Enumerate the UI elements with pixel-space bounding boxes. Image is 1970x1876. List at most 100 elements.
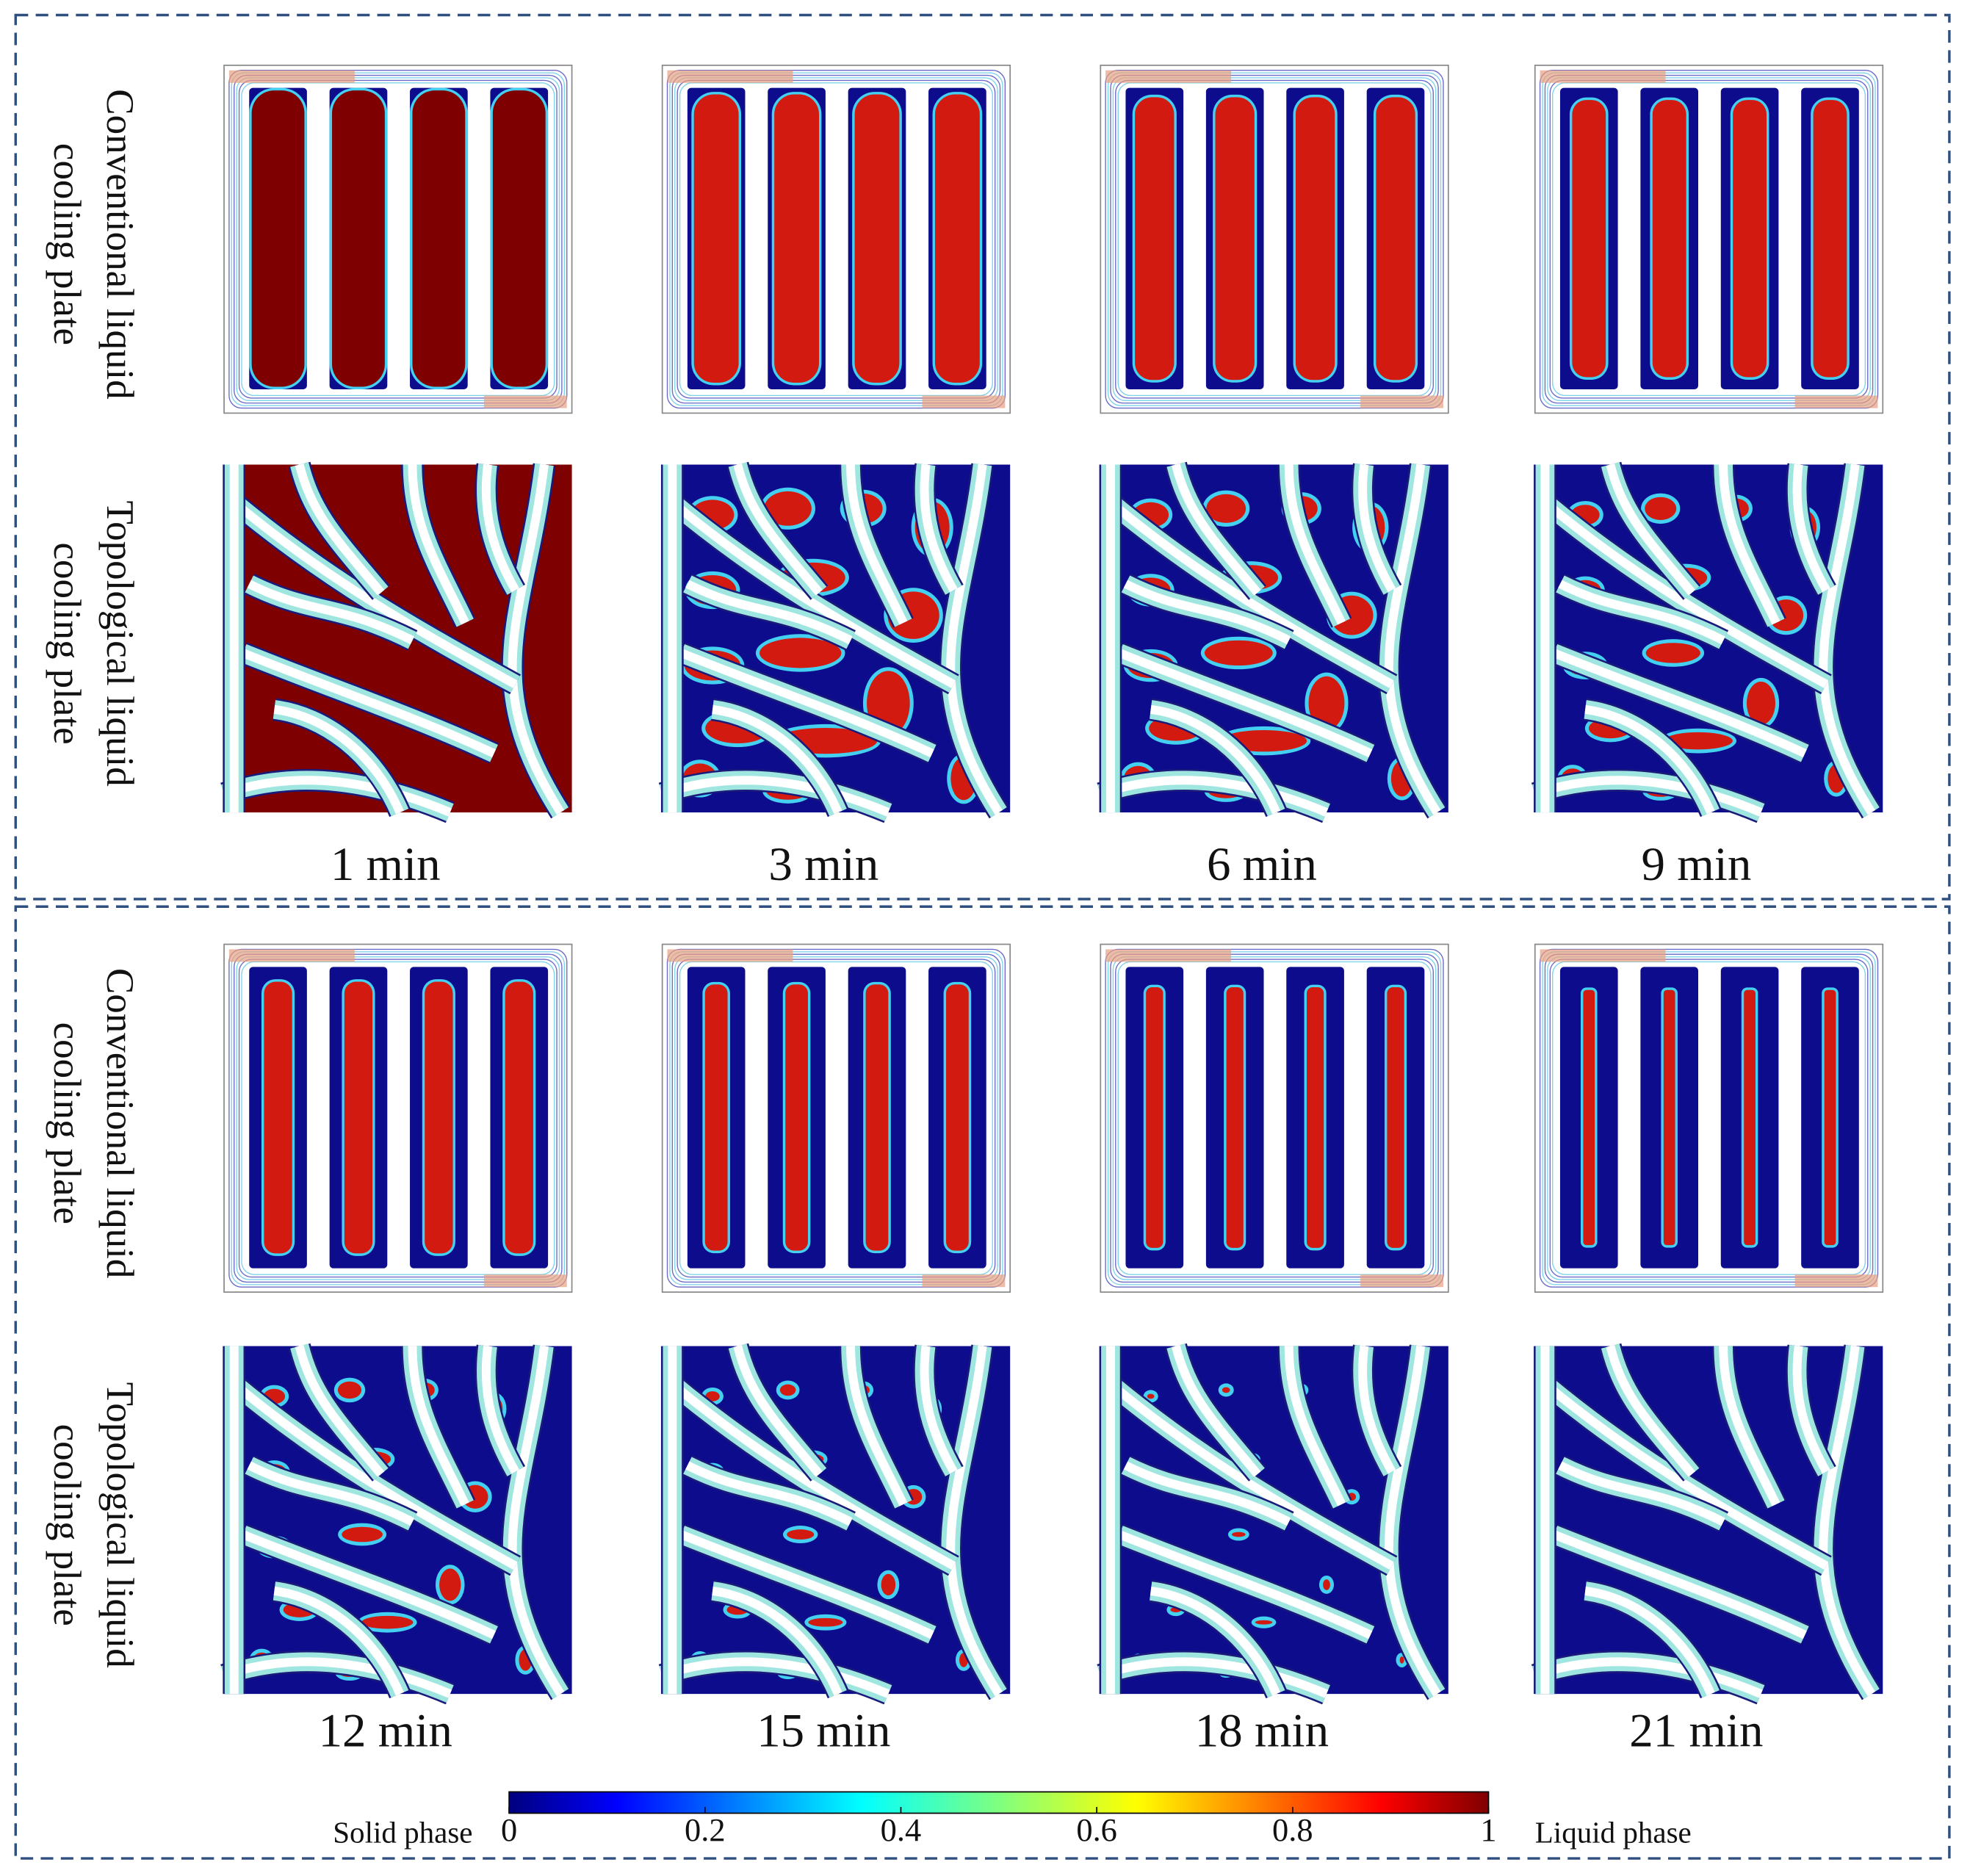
melt <box>505 981 533 1254</box>
streamline <box>241 961 555 1275</box>
melt <box>1744 989 1756 1246</box>
melt <box>1306 987 1324 1248</box>
melt <box>774 94 820 383</box>
melt <box>854 94 900 383</box>
colorbar-tick-label: 0 <box>501 1811 517 1848</box>
channel-core <box>679 649 934 758</box>
channel-core <box>1533 776 1763 817</box>
melt <box>412 90 466 387</box>
melt <box>251 90 305 387</box>
streamline <box>1552 961 1866 1275</box>
streamline <box>674 77 998 402</box>
inlet <box>228 949 355 962</box>
time-label: 15 min <box>757 1704 890 1757</box>
outlet <box>1360 1274 1443 1288</box>
channel-core <box>1117 1530 1373 1639</box>
channel-core <box>1172 1345 1261 1477</box>
streamline <box>231 72 565 406</box>
outlet <box>1360 395 1443 408</box>
channel-core <box>1150 1587 1281 1696</box>
channel-core <box>660 776 890 817</box>
channel-core <box>508 1345 565 1697</box>
melt <box>425 981 453 1254</box>
melt <box>1663 989 1675 1246</box>
channel-core <box>1533 1657 1763 1698</box>
outlet <box>483 1274 567 1288</box>
row-label: Conventional liquid <box>98 89 141 399</box>
time-label: 18 min <box>1195 1704 1329 1757</box>
melt <box>1746 682 1776 725</box>
melt <box>1146 987 1163 1248</box>
channel-core <box>1819 1345 1875 1697</box>
channel-core <box>1099 1657 1329 1698</box>
streamline <box>238 959 558 1278</box>
time-label: 6 min <box>1207 838 1317 891</box>
channel-core <box>508 463 565 815</box>
channel-core <box>733 463 823 596</box>
streamline <box>1117 961 1432 1275</box>
melt <box>764 491 812 526</box>
streamline <box>1547 956 1871 1280</box>
channel-core <box>481 1345 519 1474</box>
streamline <box>1115 79 1434 399</box>
streamline <box>671 953 1001 1283</box>
channel-core <box>231 499 518 688</box>
streamline <box>1544 953 1874 1283</box>
colorbar-right-label: Liquid phase <box>1535 1816 1692 1850</box>
melt <box>1147 1393 1155 1399</box>
streamline <box>1110 74 1439 404</box>
outlet <box>1794 1274 1878 1288</box>
melt <box>1645 643 1700 663</box>
inlet <box>228 70 355 83</box>
outlet <box>483 395 567 408</box>
melt <box>1572 100 1606 378</box>
channel-core <box>1358 463 1396 593</box>
channel-core <box>1150 704 1281 815</box>
conventional-plate <box>1100 943 1449 1293</box>
melt <box>934 94 980 383</box>
melt <box>1215 97 1255 380</box>
inlet <box>1105 70 1232 83</box>
streamline <box>669 951 1003 1285</box>
streamline <box>1112 956 1437 1280</box>
melt <box>492 90 546 387</box>
melt <box>1255 1620 1273 1625</box>
streamline <box>666 70 1006 409</box>
topological-plate <box>1531 1343 1883 1705</box>
channel-core <box>1606 1345 1696 1477</box>
melt <box>1376 97 1415 380</box>
channel-core <box>920 1345 958 1474</box>
conventional-plate <box>1100 65 1449 414</box>
melt <box>693 94 739 383</box>
streamline <box>1542 951 1876 1285</box>
outlet <box>1794 395 1878 408</box>
channel-core <box>1172 463 1261 596</box>
topological-plate <box>1531 461 1883 823</box>
conventional-plate <box>1534 943 1884 1293</box>
streamline <box>1542 72 1876 406</box>
channel-core <box>946 463 1003 815</box>
channel-core <box>669 1380 956 1570</box>
streamline <box>228 70 568 409</box>
time-label: 1 min <box>331 838 441 891</box>
streamline <box>1549 79 1869 399</box>
melt <box>1226 987 1244 1248</box>
channel-core <box>846 1346 908 1507</box>
streamline <box>674 956 998 1280</box>
channel-core <box>669 499 956 688</box>
channel-core <box>1584 704 1715 815</box>
channel-core <box>1819 463 1875 815</box>
streamline <box>679 82 993 397</box>
melt <box>1232 1532 1246 1537</box>
streamline <box>679 961 993 1275</box>
colorbar-tick-label: 0.6 <box>1076 1811 1117 1848</box>
channel-core <box>1542 1380 1829 1570</box>
streamline <box>231 951 565 1285</box>
melt <box>1387 987 1404 1248</box>
channel-core <box>712 704 843 815</box>
topological-plate <box>1097 461 1448 823</box>
channel-core <box>241 649 497 758</box>
melt <box>344 981 373 1254</box>
streamline <box>1107 951 1442 1285</box>
